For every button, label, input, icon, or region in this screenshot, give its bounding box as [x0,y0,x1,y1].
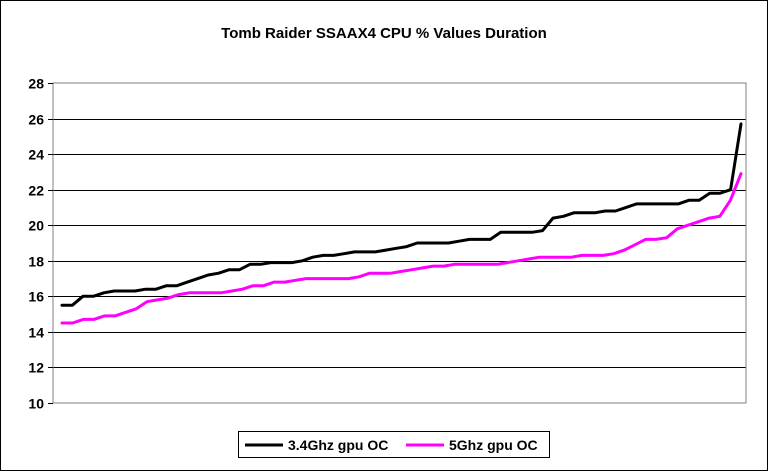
y-tick-label: 20 [28,218,44,234]
y-tick-label: 22 [28,183,44,199]
y-tick-label: 12 [28,360,44,376]
legend-box [238,431,550,458]
series-group [60,122,743,325]
plot-area [52,82,747,404]
y-tick-label: 26 [28,112,44,128]
y-tick-label: 10 [28,396,44,412]
legend-label-2: 5Ghz gpu OC [449,437,538,453]
chart-title: Tomb Raider SSAAX4 CPU % Values Duration [221,25,547,42]
y-axis-ticks: 10 12 14 16 18 20 22 24 26 28 [28,76,53,412]
y-tick-label: 24 [28,147,44,163]
y-tick-label: 18 [28,254,44,270]
y-tick-label: 16 [28,289,44,305]
legend-label-1: 3.4Ghz gpu OC [288,437,388,453]
series-line-2 [60,172,743,325]
y-tick-label: 28 [28,76,44,92]
y-tick-label: 14 [28,325,44,341]
series-line-1 [60,122,743,307]
legend: 3.4Ghz gpu OC 5Ghz gpu OC [238,431,550,458]
